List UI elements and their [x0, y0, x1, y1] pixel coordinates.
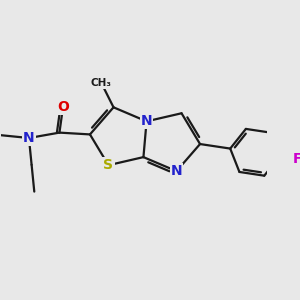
Text: CH₃: CH₃ [91, 78, 112, 88]
Text: O: O [57, 100, 69, 114]
Text: N: N [23, 131, 35, 145]
Text: N: N [171, 164, 182, 178]
Text: F: F [293, 152, 300, 166]
Text: N: N [141, 114, 152, 128]
Text: S: S [103, 158, 113, 172]
